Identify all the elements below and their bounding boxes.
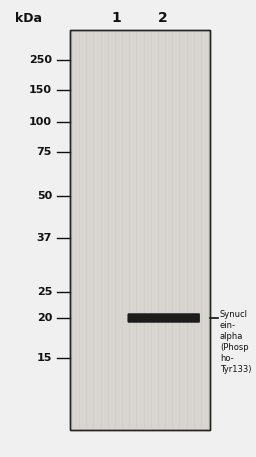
Text: 37: 37: [37, 233, 52, 243]
Text: 250: 250: [29, 55, 52, 65]
Text: Synucl
ein-
alpha
(Phosp
ho-
Tyr133): Synucl ein- alpha (Phosp ho- Tyr133): [220, 310, 251, 374]
Bar: [70, 30, 210, 430]
Text: kDa: kDa: [15, 11, 41, 25]
Text: 100: 100: [29, 117, 52, 127]
Text: 50: 50: [37, 191, 52, 201]
Text: 15: 15: [37, 353, 52, 363]
Text: 2: 2: [157, 11, 167, 25]
Text: 150: 150: [29, 85, 52, 95]
FancyBboxPatch shape: [128, 314, 200, 323]
Text: 25: 25: [37, 287, 52, 297]
Text: 75: 75: [37, 147, 52, 157]
Text: 20: 20: [37, 313, 52, 323]
Bar: [70, 30, 210, 430]
Text: 1: 1: [111, 11, 121, 25]
